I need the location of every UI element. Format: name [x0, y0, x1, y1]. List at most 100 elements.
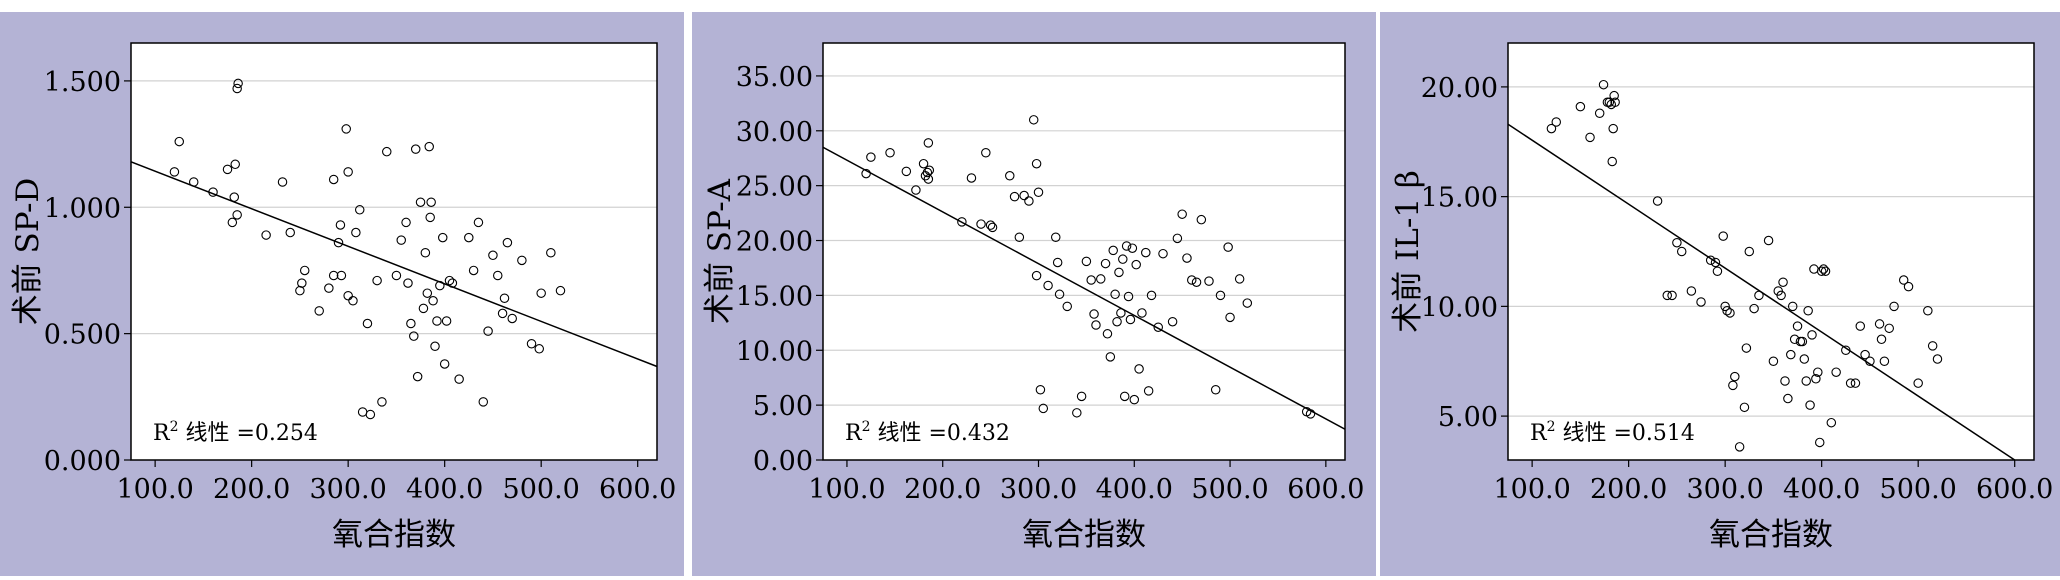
data-point — [1019, 190, 1029, 201]
data-point — [464, 232, 474, 243]
plot-area — [131, 43, 657, 460]
chart-panel-2: 0.00 5.00 10.00 15.00 20.00 25.00 30.00 35.00 10… — [692, 12, 1376, 576]
data-point — [1215, 290, 1226, 301]
data-point — [966, 173, 977, 183]
data-point — [1143, 386, 1154, 396]
data-point — [473, 217, 484, 228]
data-point — [517, 255, 527, 266]
data-point — [1710, 257, 1721, 268]
data-point — [918, 158, 929, 169]
data-point — [1712, 266, 1723, 277]
data-point — [1805, 400, 1815, 410]
data-point — [1158, 248, 1168, 259]
data-point — [1127, 243, 1138, 253]
data-point — [1609, 90, 1619, 101]
data-point — [1876, 334, 1887, 345]
data-point — [923, 138, 934, 148]
data-point — [1923, 306, 1933, 316]
data-point — [478, 397, 489, 407]
data-point — [444, 275, 455, 286]
data-point — [1575, 101, 1586, 112]
data-point — [1187, 275, 1197, 285]
y-tick-label: 20.00 — [736, 227, 813, 258]
data-point — [1889, 301, 1899, 312]
y-tick-label: 15.00 — [1421, 183, 1498, 214]
data-point — [1604, 97, 1615, 108]
data-point — [422, 288, 433, 298]
data-point — [555, 285, 566, 296]
plot-area — [823, 43, 1345, 460]
data-point — [1225, 312, 1235, 323]
x-tick-label: 300.0 — [1000, 474, 1077, 505]
data-point — [1787, 301, 1798, 312]
chart-panel-1: 0.000 0.500 1.000 1.500 100.0 200.0 300.0 400.0… — [0, 12, 684, 576]
x-tick-label: 500.0 — [1880, 474, 1957, 505]
data-point — [1780, 376, 1790, 386]
x-tick-label: 200.0 — [904, 474, 981, 505]
data-point — [406, 318, 416, 329]
data-point — [1546, 123, 1557, 134]
r-squared-annotation: R2 线性 =0.254 — [153, 419, 318, 446]
data-point — [1081, 256, 1092, 267]
data-point — [1768, 356, 1779, 366]
data-point — [901, 166, 912, 177]
data-point — [1686, 286, 1697, 296]
data-point — [1108, 245, 1118, 256]
data-point — [426, 197, 436, 207]
data-point — [1598, 79, 1609, 90]
x-tick-label: 200.0 — [1590, 474, 1667, 505]
data-point — [1850, 378, 1861, 388]
data-point — [502, 237, 513, 248]
data-point — [1607, 156, 1617, 167]
y-tick-label: 5.00 — [753, 391, 813, 422]
y-tick-label: 25.00 — [736, 172, 813, 203]
data-point — [1551, 117, 1562, 127]
data-point — [1718, 231, 1728, 241]
y-tick-label: 5.00 — [1438, 402, 1498, 433]
data-point — [1744, 246, 1755, 257]
data-point — [1898, 275, 1909, 285]
data-point — [1927, 341, 1938, 351]
data-point — [412, 371, 423, 382]
trend-line — [823, 146, 1345, 430]
data-point — [1932, 354, 1943, 364]
y-tick-label: 0.000 — [44, 446, 121, 477]
data-point — [1585, 132, 1595, 143]
plot-area — [1508, 43, 2034, 460]
data-point — [1129, 394, 1140, 405]
data-point — [1879, 356, 1890, 366]
y-tick-label: 35.00 — [736, 62, 813, 93]
x-tick-label: 600.0 — [599, 474, 676, 505]
data-point — [415, 197, 426, 207]
data-point — [348, 296, 358, 306]
data-point — [343, 167, 353, 177]
plot-frame — [1507, 42, 2035, 461]
data-point — [1865, 356, 1875, 366]
data-point — [1913, 378, 1923, 388]
data-point — [861, 168, 871, 179]
x-tick-label: 100.0 — [1493, 474, 1570, 505]
data-point — [229, 192, 240, 202]
data-point — [1797, 336, 1808, 347]
data-point — [1052, 257, 1063, 268]
data-point — [328, 174, 339, 185]
data-point — [1734, 442, 1745, 452]
plot-frame — [822, 42, 1346, 461]
data-point — [410, 144, 421, 154]
data-point — [1014, 232, 1025, 242]
data-point — [1100, 258, 1111, 269]
data-point — [447, 278, 458, 288]
data-point — [1134, 364, 1144, 374]
data-point — [507, 313, 517, 324]
data-point — [1024, 196, 1034, 206]
data-point — [483, 326, 493, 336]
data-point — [1031, 270, 1042, 281]
chart-panel-3: 5.00 10.00 15.00 20.00 100.0 200.0 300.0 400.0 5… — [1380, 12, 2060, 576]
r-squared-annotation: R2 线性 =0.514 — [1530, 419, 1695, 446]
data-point — [1725, 308, 1735, 318]
data-point — [1754, 290, 1764, 301]
data-point — [1234, 274, 1245, 284]
data-point — [497, 308, 508, 319]
data-point — [1860, 349, 1870, 360]
